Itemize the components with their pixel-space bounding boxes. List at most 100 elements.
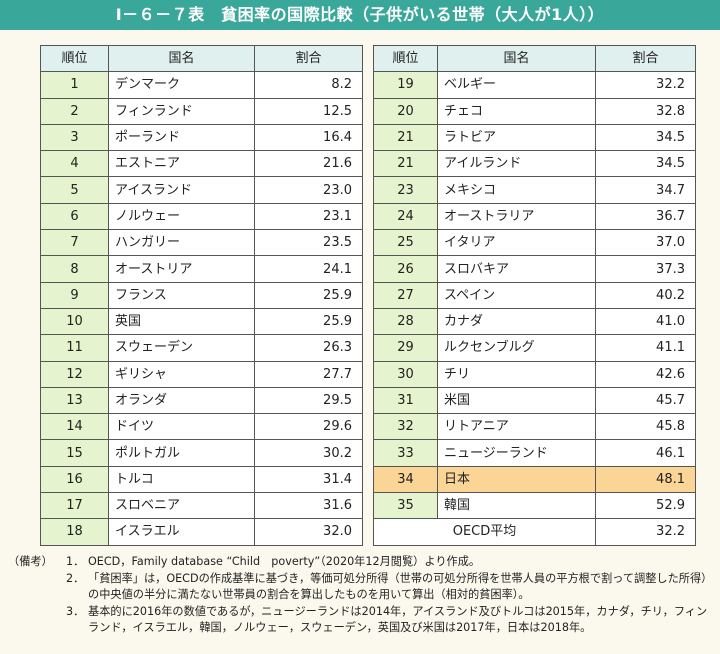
rank-cell: 23 (373, 176, 438, 204)
rank-cell: 25 (373, 229, 438, 257)
rate-cell: 27.7 (254, 360, 363, 388)
header-country: 国名 (108, 44, 255, 73)
table-row: 12 ギリシャ 27.7 (40, 360, 363, 388)
country-cell: ギリシャ (108, 360, 255, 388)
notes: （備考） 1． OECD，Family database “Child pove… (8, 554, 713, 637)
country-cell: 米国 (437, 386, 596, 415)
rank-cell: 16 (40, 465, 109, 494)
country-cell: チェコ (437, 97, 596, 125)
oecd-average-label: OECD平均 (373, 518, 596, 546)
rank-cell: 18 (40, 518, 109, 546)
country-cell: 日本 (437, 465, 596, 494)
country-cell: スロバキア (437, 255, 596, 283)
table-row: 3 ポーランド 16.4 (40, 123, 363, 152)
rate-cell: 45.7 (595, 386, 696, 415)
country-cell: 韓国 (437, 492, 596, 520)
rank-cell: 30 (373, 360, 438, 388)
country-cell: イスラエル (108, 518, 255, 546)
rate-cell: 12.5 (254, 97, 363, 125)
country-cell: オーストラリア (437, 202, 596, 231)
country-cell: スペイン (437, 281, 596, 309)
rate-cell: 48.1 (595, 465, 696, 494)
note-item-3: 3． 基本的に2016年の数値であるが，ニュージーランドは2014年，アイスラン… (8, 604, 713, 637)
country-cell: メキシコ (437, 176, 596, 204)
rate-cell: 52.9 (595, 492, 696, 520)
rank-cell: 13 (40, 386, 109, 415)
country-cell: ドイツ (108, 413, 255, 441)
rank-cell: 28 (373, 307, 438, 336)
country-cell: アイルランド (437, 150, 596, 178)
note-number: 2． (66, 571, 85, 585)
table-row: 10 英国 25.9 (40, 307, 363, 336)
country-cell: オランダ (108, 386, 255, 415)
oecd-average-row: OECD平均 32.2 (373, 518, 696, 546)
rate-cell: 46.1 (595, 439, 696, 467)
rate-cell: 32.2 (595, 71, 696, 99)
oecd-average-rate: 32.2 (595, 518, 696, 546)
table-row: 4 エストニア 21.6 (40, 150, 363, 178)
header-row: 順位 国名 割合 (373, 44, 696, 73)
note-text: 基本的に2016年の数値であるが，ニュージーランドは2014年，アイスランド及び… (88, 604, 708, 635)
table-row-japan: 34 日本 48.1 (373, 465, 696, 494)
rank-cell: 33 (373, 439, 438, 467)
rate-cell: 25.9 (254, 307, 363, 336)
note-number: 1． (66, 555, 85, 568)
rank-cell: 8 (40, 255, 109, 283)
country-cell: スウェーデン (108, 334, 255, 362)
country-cell: イタリア (437, 229, 596, 257)
rank-cell: 17 (40, 492, 109, 520)
rank-cell: 5 (40, 176, 109, 204)
rate-cell: 16.4 (254, 123, 363, 152)
rate-cell: 21.6 (254, 150, 363, 178)
rate-cell: 45.8 (595, 413, 696, 441)
rate-cell: 29.6 (254, 413, 363, 441)
country-cell: ノルウェー (108, 202, 255, 231)
rank-cell: 35 (373, 492, 438, 520)
table-row: 20 チェコ 32.8 (373, 97, 696, 125)
country-cell: 英国 (108, 307, 255, 336)
rate-cell: 37.3 (595, 255, 696, 283)
table-row: 14 ドイツ 29.6 (40, 413, 363, 441)
table-title: Ⅰ－６－７表 貧困率の国際比較（子供がいる世帯（大人が1人）） (0, 0, 720, 30)
table-row: 25 イタリア 37.0 (373, 229, 696, 257)
rate-cell: 37.0 (595, 229, 696, 257)
table-row: 11 スウェーデン 26.3 (40, 334, 363, 362)
country-cell: ベルギー (437, 71, 596, 99)
rate-cell: 23.0 (254, 176, 363, 204)
rank-cell: 19 (373, 71, 438, 99)
note-text: OECD，Family database “Child poverty”（202… (88, 555, 481, 568)
rank-cell: 14 (40, 413, 109, 441)
table-row: 17 スロベニア 31.6 (40, 492, 363, 520)
table-row: 21 ラトビア 34.5 (373, 123, 696, 152)
table-row: 7 ハンガリー 23.5 (40, 229, 363, 257)
country-cell: ラトビア (437, 123, 596, 152)
table-row: 31 米国 45.7 (373, 386, 696, 415)
rate-cell: 34.7 (595, 176, 696, 204)
rate-cell: 23.1 (254, 202, 363, 231)
table-row: 32 リトアニア 45.8 (373, 413, 696, 441)
table-row: 24 オーストラリア 36.7 (373, 202, 696, 231)
rate-cell: 41.0 (595, 307, 696, 336)
table-row: 30 チリ 42.6 (373, 360, 696, 388)
rank-cell: 21 (373, 123, 438, 152)
rate-cell: 26.3 (254, 334, 363, 362)
rate-cell: 42.6 (595, 360, 696, 388)
header-rank: 順位 (373, 44, 438, 73)
table-row: 18 イスラエル 32.0 (40, 518, 363, 546)
table-row: 26 スロバキア 37.3 (373, 255, 696, 283)
table-row: 23 メキシコ 34.7 (373, 176, 696, 204)
rate-cell: 24.1 (254, 255, 363, 283)
rate-cell: 25.9 (254, 281, 363, 309)
table-row: 9 フランス 25.9 (40, 281, 363, 309)
table-row: 8 オーストリア 24.1 (40, 255, 363, 283)
rate-cell: 41.1 (595, 334, 696, 362)
rate-cell: 31.4 (254, 465, 363, 494)
rank-cell: 24 (373, 202, 438, 231)
table-row: 28 カナダ 41.0 (373, 307, 696, 336)
rank-cell: 9 (40, 281, 109, 309)
country-cell: オーストリア (108, 255, 255, 283)
rate-cell: 32.8 (595, 97, 696, 125)
country-cell: フィンランド (108, 97, 255, 125)
rank-cell: 4 (40, 150, 109, 178)
rank-cell: 26 (373, 255, 438, 283)
